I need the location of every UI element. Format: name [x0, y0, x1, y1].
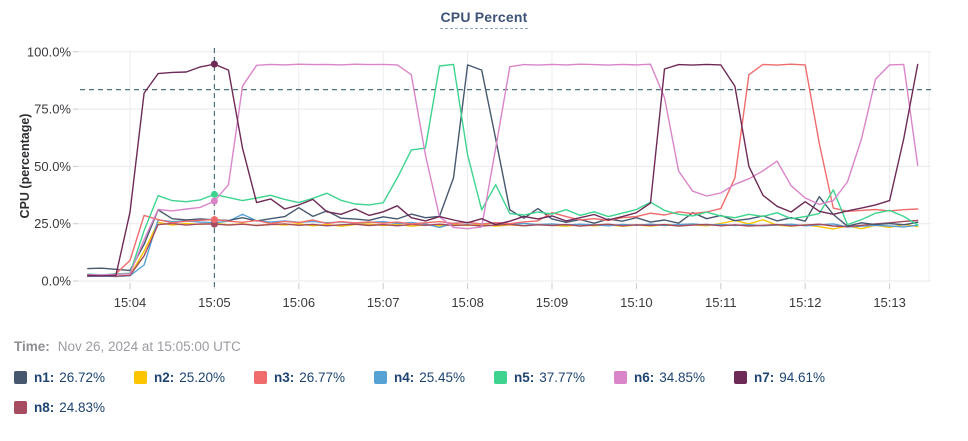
legend-label-n7: n7: [754, 370, 775, 385]
x-tick-label: 15:07 [367, 295, 400, 310]
y-axis-title: CPU (percentage) [18, 114, 32, 219]
chart-title-row: CPU Percent [0, 9, 968, 29]
series-line-n2 [87, 219, 919, 278]
y-tick-label: 100.0% [27, 44, 72, 59]
legend-swatch-n4 [374, 371, 387, 384]
legend-swatch-n1 [14, 371, 27, 384]
legend-swatch-n8 [14, 401, 27, 414]
legend-item-n1[interactable]: n1: 26.72% [14, 370, 134, 385]
legend-value-n5: 37.77% [539, 370, 586, 385]
series-line-n5 [87, 63, 919, 276]
legend-value-n1: 26.72% [59, 370, 106, 385]
legend-label-n6: n6: [634, 370, 655, 385]
legend-label-n8: n8: [34, 400, 55, 415]
crosshair-marker-n7 [210, 60, 218, 68]
series-line-n7 [87, 63, 919, 277]
legend-value-n4: 25.45% [419, 370, 466, 385]
chart-legend: n1: 26.72% n2: 25.20% n3: 26.77% n4: 25.45% n5: 3… [14, 370, 954, 415]
x-tick-label: 15:04 [114, 295, 147, 310]
legend-swatch-n3 [254, 371, 267, 384]
y-tick-label: 25.0% [34, 216, 71, 231]
legend-label-n2: n2: [154, 370, 175, 385]
x-tick-label: 15:10 [620, 295, 653, 310]
crosshair-marker-n6 [210, 197, 218, 205]
legend-label-n1: n1: [34, 370, 55, 385]
crosshair-marker-n5 [210, 190, 218, 198]
cpu-percent-chart[interactable]: 0.0% 25.0% 50.0% 75.0% 100.0% 15:04 15:05 15:06… [0, 0, 968, 322]
legend-value-n2: 25.20% [179, 370, 226, 385]
x-tick-label: 15:06 [283, 295, 316, 310]
legend-value-n3: 26.77% [299, 370, 346, 385]
legend-label-n4: n4: [394, 370, 415, 385]
legend-swatch-n2 [134, 371, 147, 384]
y-tick-label: 50.0% [34, 159, 71, 174]
series-line-n6 [87, 63, 919, 276]
legend-swatch-n7 [734, 371, 747, 384]
legend-label-n3: n3: [274, 370, 295, 385]
x-tick-label: 15:11 [705, 295, 737, 310]
legend-swatch-n5 [494, 371, 507, 384]
series-line-n1 [87, 64, 919, 272]
y-tick-label: 0.0% [41, 274, 71, 289]
time-value: Nov 26, 2024 at 15:05:00 UTC [57, 339, 241, 354]
y-tick-label: 75.0% [34, 102, 71, 117]
legend-value-n6: 34.85% [659, 370, 706, 385]
legend-item-n4[interactable]: n4: 25.45% [374, 370, 494, 385]
legend-item-n8[interactable]: n8: 24.83% [14, 400, 134, 415]
legend-item-n5[interactable]: n5: 37.77% [494, 370, 614, 385]
x-tick-label: 15:08 [451, 295, 484, 310]
x-tick-label: 15:05 [198, 295, 231, 310]
series-line-n3 [87, 63, 919, 277]
legend-swatch-n6 [614, 371, 627, 384]
x-tick-label: 15:12 [789, 295, 822, 310]
crosshair-marker-n3 [210, 216, 218, 224]
series-line-n8 [87, 219, 919, 277]
legend-label-n5: n5: [514, 370, 535, 385]
x-tick-label: 15:13 [873, 295, 906, 310]
chart-title[interactable]: CPU Percent [440, 9, 528, 29]
legend-value-n7: 94.61% [779, 370, 826, 385]
legend-item-n6[interactable]: n6: 34.85% [614, 370, 734, 385]
time-label: Time: [14, 339, 50, 354]
legend-item-n2[interactable]: n2: 25.20% [134, 370, 254, 385]
legend-value-n8: 24.83% [59, 400, 106, 415]
x-tick-label: 15:09 [536, 295, 569, 310]
legend-item-n3[interactable]: n3: 26.77% [254, 370, 374, 385]
legend-item-n7[interactable]: n7: 94.61% [734, 370, 854, 385]
hover-time-readout: Time: Nov 26, 2024 at 15:05:00 UTC [14, 339, 241, 354]
